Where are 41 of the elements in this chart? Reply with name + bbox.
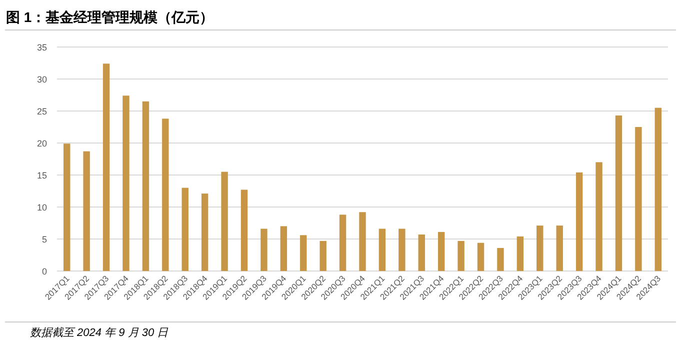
y-tick-label: 10 xyxy=(36,202,47,212)
bar xyxy=(359,212,366,271)
bar xyxy=(182,188,188,271)
y-tick-label: 5 xyxy=(42,234,47,244)
bar xyxy=(458,240,464,271)
y-tick-label: 0 xyxy=(42,266,47,276)
y-tick-label: 15 xyxy=(36,170,47,180)
bar xyxy=(576,172,583,271)
text: 数据截至 2024 年 9 月 30 日 xyxy=(30,326,170,339)
y-tick-label: 35 xyxy=(36,42,47,52)
bar xyxy=(102,64,110,271)
bar xyxy=(536,226,544,271)
y-tick-label: 20 xyxy=(36,138,47,148)
bar xyxy=(83,151,90,271)
bar xyxy=(300,235,307,271)
bar xyxy=(596,162,602,271)
bar xyxy=(64,144,70,271)
bar xyxy=(142,101,150,271)
bar xyxy=(477,242,484,271)
bar xyxy=(339,214,346,271)
bar xyxy=(320,240,326,271)
bar xyxy=(201,194,208,271)
y-tick-label: 30 xyxy=(36,74,47,84)
bar xyxy=(162,118,169,271)
bar xyxy=(556,226,563,271)
bar xyxy=(260,228,268,271)
bar xyxy=(398,228,406,271)
bar xyxy=(240,190,248,271)
bar xyxy=(418,234,425,271)
bar xyxy=(280,226,288,271)
bar xyxy=(615,115,622,271)
bar xyxy=(635,127,642,271)
bar xyxy=(497,248,504,271)
bar xyxy=(221,172,228,271)
bar xyxy=(378,228,386,271)
bar xyxy=(122,96,130,271)
bar xyxy=(654,108,662,271)
bar xyxy=(516,236,524,271)
bar xyxy=(438,232,445,271)
y-tick-label: 25 xyxy=(36,106,47,116)
chart-title: 图 1：基金经理管理规模（亿元） xyxy=(6,9,214,25)
